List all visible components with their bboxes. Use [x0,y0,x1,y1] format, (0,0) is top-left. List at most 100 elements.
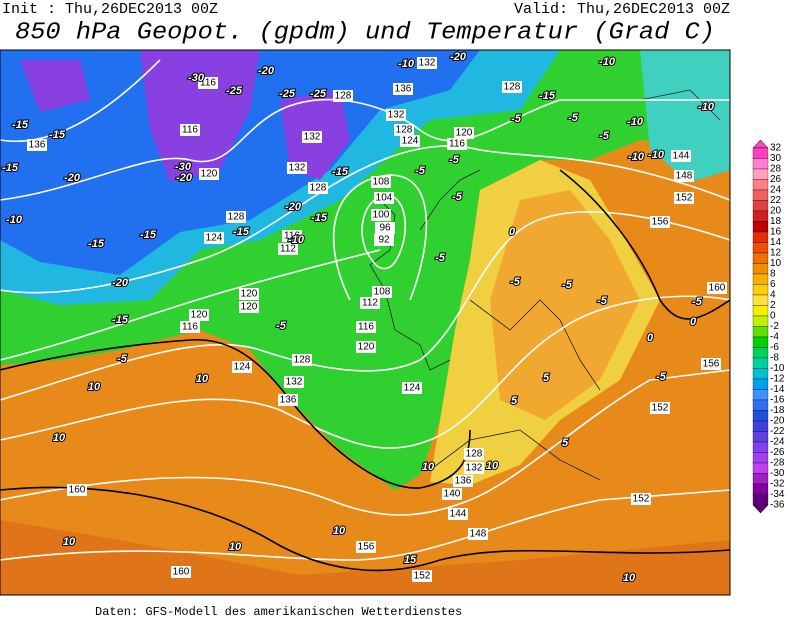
label-box [417,57,437,69]
colorbar-arrow [752,139,769,149]
geopotential-value: 128 [504,82,521,93]
geopotential-value: 128 [228,212,245,223]
label-box [199,168,219,180]
label-box [239,288,259,300]
geopotential-label: 112 [360,297,380,309]
geopotential-value: 112 [362,298,378,309]
geopotential-value: 112 [280,244,296,255]
geopotential-value: 128 [396,125,413,136]
colorbar-bin [752,242,769,254]
label-box [650,216,670,228]
temperature-label: -25 [310,88,327,100]
temperature-label: -5 [510,276,521,288]
colorbar-label: 0 [770,311,776,322]
field-europe [490,190,640,420]
colorbar-label: -20 [770,416,785,427]
temperature-label: 10 [196,373,209,385]
temperature-label: -20 [112,277,129,289]
label-box [302,131,322,143]
label-box [239,301,259,313]
colorbar-label: 6 [770,279,776,290]
colorbar-label: -12 [770,374,785,385]
geopotential-label: 144 [448,508,468,520]
colorbar-bin [752,210,769,222]
label-box [374,234,394,246]
colorbar-label: 20 [770,206,782,217]
temperature-label: -25 [226,85,243,97]
geopotential-value: 132 [286,377,303,388]
geopotential-label: 140 [442,488,462,500]
temperature-label: 10 [229,541,242,553]
geopotential-value: 148 [676,171,693,182]
geopotential-value: 160 [173,567,190,578]
colorbar-bin [752,273,769,285]
geopotential-label: 132 [464,462,484,474]
temperature-label: -25 [279,88,296,100]
geopotential-label: 136 [453,475,473,487]
geopotential-label: 116 [282,230,302,242]
geopotential-label: 128 [308,182,328,194]
geopotential-label: 116 [356,321,376,333]
temperature-label: -5 [568,112,579,124]
temperature-label: -15 [49,129,66,141]
label-box [308,182,328,194]
temperature-label: 10 [53,432,66,444]
colorbar-label: -34 [770,489,785,500]
temperature-label: -10 [648,149,665,161]
geopotential-value: 132 [419,58,436,69]
label-box [189,309,209,321]
colorbar-bin [752,263,769,275]
label-box [278,394,298,406]
colorbar-bin [752,168,769,180]
geopotential-value: 128 [310,183,327,194]
temperature-label: -10 [698,101,715,113]
colorbar-label: -10 [770,363,785,374]
geopotential-label: 132 [287,162,307,174]
colorbar-bin [752,315,769,327]
geopotential-label: 108 [372,286,392,298]
colorbar-bin [752,179,769,191]
geopotential-label: 104 [374,192,394,204]
label-box [356,321,376,333]
geopotential-label: 120 [239,288,259,300]
geopotential-value: 136 [29,140,46,151]
temperature-label: -5 [597,295,608,307]
label-box [402,382,422,394]
geopotential-value: 152 [414,571,431,582]
temperature-label: -15 [539,90,556,102]
label-box [394,124,414,136]
geopotential-value: 152 [633,494,650,505]
geopotential-label: 152 [412,570,432,582]
temperature-label: -20 [285,201,302,213]
geopotential-value: 116 [182,322,198,333]
temperature-label: 10 [422,461,435,473]
geopotential-label: 152 [631,493,651,505]
geopotential-value: 124 [402,136,419,147]
label-box [232,361,252,373]
geopotential-value: 108 [373,177,390,188]
init-time: Init : Thu,26DEC2013 00Z [2,1,218,18]
colorbar-bin [752,252,769,264]
geopotential-label: 116 [180,124,200,136]
geopotential-label: 132 [417,57,437,69]
temperature-label: -5 [692,296,703,308]
geopotential-label: 136 [27,139,47,151]
colorbar-label: -14 [770,384,785,395]
label-box [371,176,391,188]
geopotential-label: 116 [198,77,218,89]
geopotential-value: 136 [395,84,412,95]
geopotential-value: 156 [652,217,669,228]
label-box [442,488,462,500]
geopotential-label: 160 [171,566,191,578]
colorbar-label: -6 [770,342,779,353]
contour-line [0,145,730,294]
geopotential-value: 120 [191,310,208,321]
colorbar-label: 4 [770,290,776,301]
geopotential-value: 108 [374,287,391,298]
geopotential-label: 108 [371,176,391,188]
geopotential-value: 144 [673,151,690,162]
colorbar-label: 16 [770,227,782,238]
geopotential-label: 136 [278,394,298,406]
geopotential-label: 132 [386,109,406,121]
temperature-label: -15 [112,314,129,326]
